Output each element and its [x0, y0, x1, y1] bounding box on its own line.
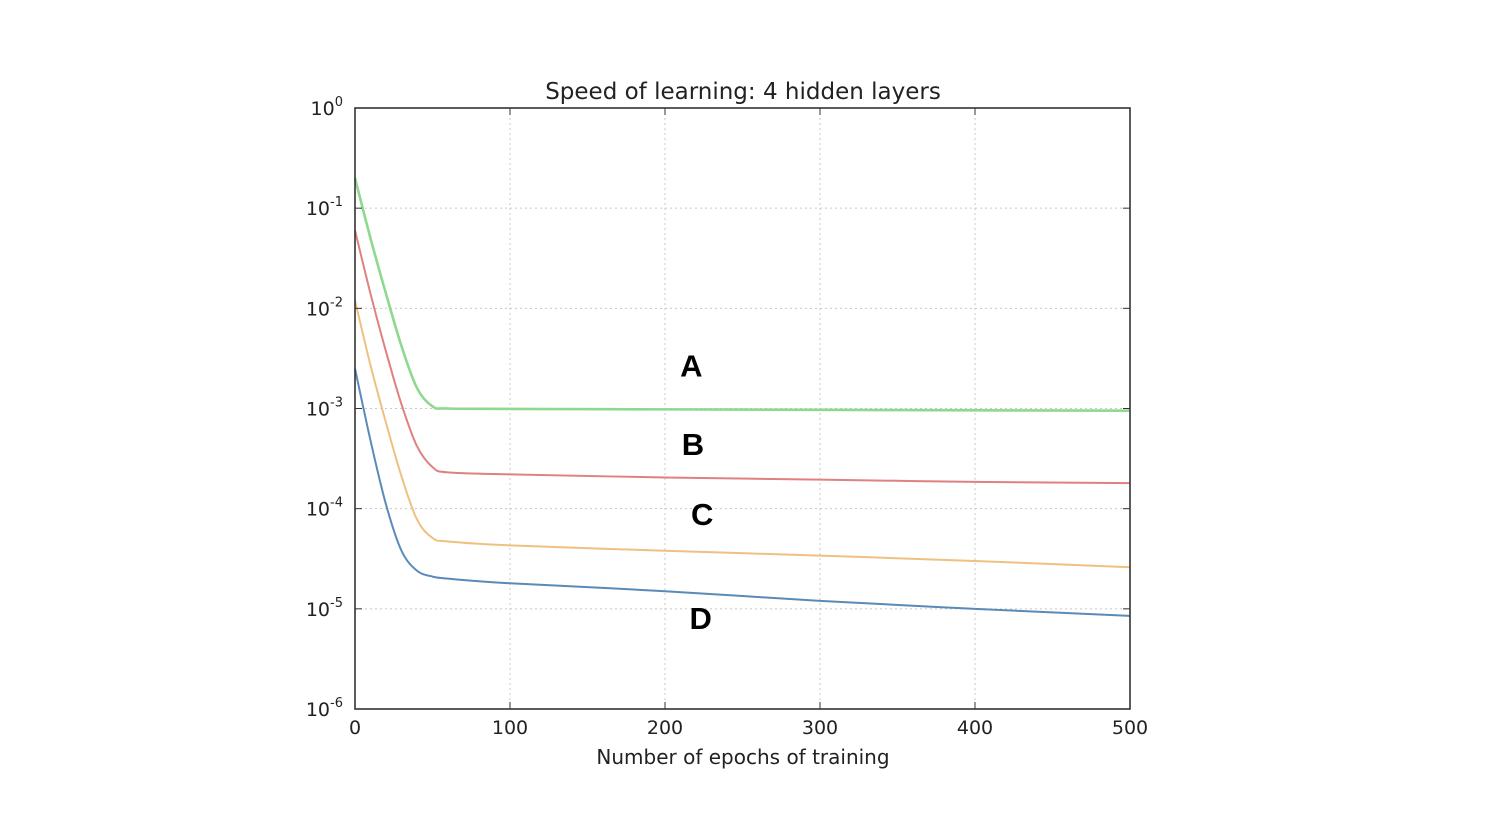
x-tick-label: 400: [957, 717, 993, 739]
y-tick-label: 10-4: [306, 496, 343, 521]
y-tick-label: 10-2: [306, 295, 343, 320]
series-annotation: A: [680, 348, 702, 383]
chart-title: Speed of learning: 4 hidden layers: [545, 79, 941, 105]
x-tick-label: 100: [492, 717, 528, 739]
x-tick-label: 300: [802, 717, 838, 739]
series-line: [354, 300, 1131, 569]
x-tick-label: 0: [349, 717, 361, 739]
annotation-layer: A BC D: [680, 348, 713, 636]
series-annotation: D: [689, 601, 711, 636]
x-tick-label: 500: [1112, 717, 1148, 739]
series-line: [354, 368, 1131, 617]
x-axis-label: Number of epochs of training: [596, 745, 889, 769]
grid-layer: [355, 108, 1130, 709]
series-line: [354, 230, 1131, 485]
y-tick-label: 100: [311, 95, 343, 120]
y-tick-label: 10-1: [306, 195, 343, 220]
y-tick-label: 10-5: [306, 596, 343, 621]
series-annotation: C: [691, 497, 713, 532]
y-tick-label: 10-6: [306, 696, 343, 721]
series-layer: [353, 177, 1131, 617]
x-tick-label: 200: [647, 717, 683, 739]
series-line: [353, 177, 1131, 413]
y-tick-label: 10-3: [306, 396, 343, 421]
tick-layer: 0 100 200 300 400 500 100 10-1 10-2 10-3 10-4 10-5 1…: [306, 95, 1148, 739]
series-annotation: B: [682, 427, 704, 462]
